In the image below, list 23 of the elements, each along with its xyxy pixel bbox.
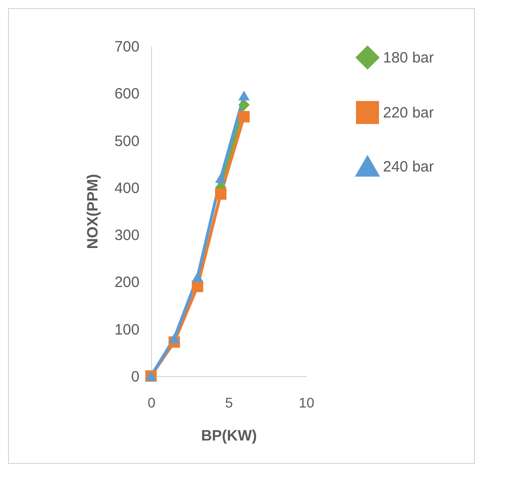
y-tick-label: 200 xyxy=(114,274,140,292)
point xyxy=(238,111,250,122)
y-tick-label: 500 xyxy=(114,132,140,150)
x-axis-title: BP(KW) xyxy=(201,428,257,444)
legend-label: 220 bar xyxy=(383,104,434,122)
point xyxy=(215,188,226,200)
y-tick-label: 400 xyxy=(114,180,140,197)
x-tick-label: 5 xyxy=(225,394,234,410)
point xyxy=(192,272,204,282)
point xyxy=(238,99,250,111)
point xyxy=(238,90,250,100)
y-tick-label: 300 xyxy=(114,227,140,244)
legend-label: 240 bar xyxy=(383,158,434,176)
x-tick-label: 10 xyxy=(298,394,314,410)
y-tick-label: 0 xyxy=(131,368,140,386)
point xyxy=(215,173,226,183)
y-tick-label: 100 xyxy=(114,321,140,338)
x-tick-label: 0 xyxy=(148,394,156,410)
legend-label: 180 bar xyxy=(383,50,434,66)
y-axis-title: NOX(PPM) xyxy=(84,174,102,249)
y-tick-label: 700 xyxy=(114,38,140,56)
y-tick-label: 600 xyxy=(114,86,140,103)
point xyxy=(168,333,180,344)
